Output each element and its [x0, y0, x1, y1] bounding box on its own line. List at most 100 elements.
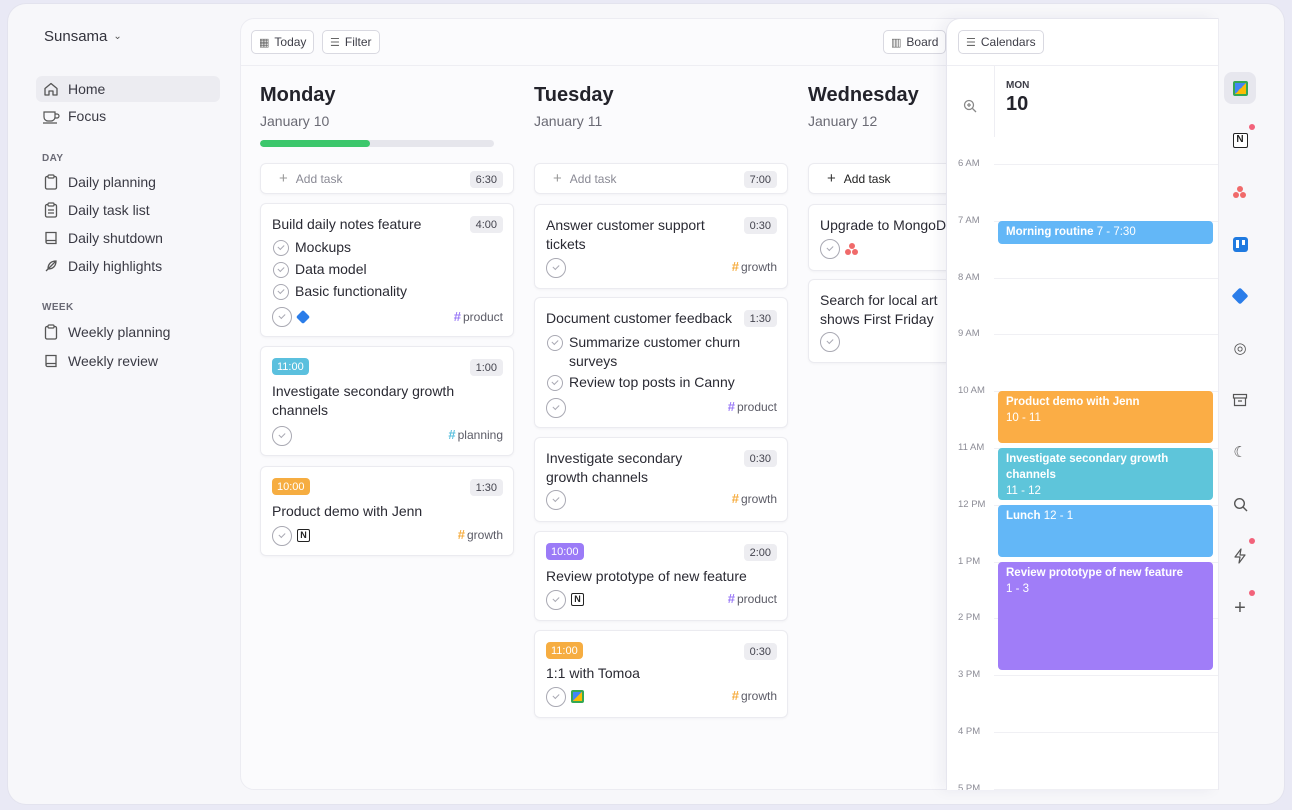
sidebar-item-weekly-review[interactable]: Weekly review: [36, 348, 220, 374]
task-card[interactable]: 11:00 0:30 1:1 with Tomoa # growth: [534, 630, 788, 718]
google-calendar-rail-icon[interactable]: [1224, 72, 1256, 104]
complete-checkbox[interactable]: [272, 526, 292, 546]
channel-tag[interactable]: # product: [728, 591, 777, 606]
today-label: Today: [274, 35, 307, 49]
target-icon[interactable]: ◎: [1233, 340, 1247, 357]
subtask[interactable]: Review top posts in Canny: [547, 373, 735, 392]
day-section-heading: DAY: [42, 153, 64, 164]
calendars-button[interactable]: ☰ Calendars: [958, 30, 1044, 54]
lightning-icon[interactable]: [1224, 540, 1256, 572]
checkbox-icon[interactable]: [547, 374, 563, 391]
complete-checkbox[interactable]: [272, 307, 292, 327]
hour-label: 11 AM: [958, 442, 985, 453]
subtask-label: Data model: [295, 261, 367, 277]
integrations-rail: N ◎ ☾ +: [1218, 18, 1268, 790]
plus-icon: +: [553, 170, 562, 187]
duration-badge: 1:30: [743, 310, 777, 327]
task-card[interactable]: 10:00 2:00 Review prototype of new featu…: [534, 531, 788, 621]
channel-tag[interactable]: # product: [454, 309, 503, 324]
complete-checkbox[interactable]: [546, 398, 566, 418]
archive-icon[interactable]: [1224, 384, 1256, 416]
tag-label: product: [736, 399, 777, 414]
moon-icon[interactable]: ☾: [1233, 444, 1247, 461]
channel-tag[interactable]: # growth: [732, 688, 777, 703]
asana-rail-icon[interactable]: [1224, 176, 1256, 208]
progress-fill: [260, 140, 370, 147]
subtask[interactable]: Data model: [273, 260, 367, 279]
calendar-event[interactable]: Lunch 12 - 1: [998, 504, 1213, 557]
add-task-button[interactable]: + Add task 7:00: [534, 163, 788, 194]
hour-label: 12 PM: [958, 498, 986, 510]
complete-checkbox[interactable]: [546, 590, 566, 610]
checkbox-icon[interactable]: [273, 283, 289, 300]
subtask[interactable]: Mockups: [273, 238, 351, 257]
sidebar-item-label: Home: [68, 81, 106, 97]
calendar-event[interactable]: Morning routine 7 - 7:30: [998, 220, 1213, 245]
subtask[interactable]: Summarize customer churn surveys: [547, 333, 769, 371]
day-date: January 11: [534, 113, 603, 129]
hash-icon: #: [727, 591, 735, 606]
hour-line: [994, 732, 1218, 733]
complete-checkbox[interactable]: [820, 332, 840, 352]
hour-line: [994, 675, 1218, 677]
complete-checkbox[interactable]: [546, 687, 566, 707]
task-card[interactable]: Investigate secondary growth channels 0:…: [534, 437, 788, 522]
task-card[interactable]: Answer customer support tickets 0:30 # gr…: [534, 204, 788, 289]
filter-button[interactable]: ☰ Filter: [322, 30, 380, 54]
checkbox-icon[interactable]: [273, 261, 289, 278]
today-button[interactable]: ▦ Today: [251, 30, 315, 54]
feather-icon: [42, 257, 60, 275]
duration-badge: 0:30: [743, 217, 777, 234]
notion-rail-icon[interactable]: N: [1224, 124, 1256, 156]
complete-checkbox[interactable]: [820, 239, 840, 259]
task-card[interactable]: Build daily notes feature 4:00 Mockups D…: [260, 203, 514, 337]
sidebar-item-daily-task-list[interactable]: Daily task list: [36, 197, 220, 223]
notion-icon: N: [297, 529, 310, 542]
sidebar-item-daily-planning[interactable]: Daily planning: [36, 169, 220, 195]
sidebar-item-daily-shutdown[interactable]: Daily shutdown: [36, 225, 220, 251]
sidebar-item-weekly-planning[interactable]: Weekly planning: [36, 319, 220, 345]
channel-tag[interactable]: # growth: [732, 259, 777, 274]
board-button[interactable]: ▥ Board: [883, 30, 947, 54]
duration-badge: 7:00: [743, 171, 777, 188]
subtask[interactable]: Basic functionality: [273, 282, 407, 301]
calendar-event[interactable]: Product demo with Jenn 10 - 11: [998, 391, 1213, 443]
task-card[interactable]: 10:00 1:30 Product demo with Jenn N # gro…: [260, 466, 514, 556]
channel-tag[interactable]: # growth: [458, 527, 503, 542]
workspace-switcher[interactable]: Sunsama ⌄: [44, 28, 122, 45]
sidebar-item-daily-highlights[interactable]: Daily highlights: [36, 253, 220, 279]
hour-label: 2 PM: [958, 612, 981, 624]
scheduled-time-badge: 11:00: [272, 358, 309, 375]
channel-tag[interactable]: # growth: [732, 491, 777, 506]
search-icon[interactable]: [1224, 488, 1256, 520]
event-time: 10 - 11: [1006, 412, 1041, 425]
complete-checkbox[interactable]: [272, 426, 292, 446]
task-card[interactable]: Document customer feedback 1:30 Summariz…: [534, 297, 788, 428]
sidebar-item-label: Focus: [68, 108, 107, 124]
task-title: 1:1 with Tomoa: [546, 665, 640, 681]
checkbox-icon[interactable]: [273, 239, 289, 256]
hour-line: [994, 334, 1218, 336]
checkbox-icon[interactable]: [547, 335, 563, 351]
jira-rail-icon[interactable]: [1224, 280, 1256, 312]
add-task-button[interactable]: + Add task 6:30: [260, 163, 514, 194]
channel-tag[interactable]: # planning: [448, 427, 503, 442]
add-integration-icon[interactable]: +: [1234, 596, 1246, 619]
sidebar-item-label: Daily highlights: [68, 258, 163, 274]
duration-badge: 1:30: [469, 479, 503, 496]
calendar-panel: ☰ Calendars MON 10 6 AM 7 AM 8 AM 9 AM 10 AM…: [946, 18, 1218, 790]
week-section-heading: WEEK: [42, 302, 74, 313]
home-icon: [42, 80, 60, 98]
complete-checkbox[interactable]: [546, 490, 566, 510]
hour-label: 1 PM: [958, 555, 981, 567]
zoom-in-icon[interactable]: [963, 99, 977, 116]
calendar-event[interactable]: Review prototype of new feature 1 - 3: [998, 561, 1213, 671]
channel-tag[interactable]: # product: [728, 399, 777, 414]
calendar-event[interactable]: Investigate secondary growth channels 11…: [998, 448, 1213, 500]
complete-checkbox[interactable]: [546, 258, 566, 278]
task-card[interactable]: 11:00 1:00 Investigate secondary growth …: [260, 346, 514, 456]
trello-rail-icon[interactable]: [1224, 228, 1256, 260]
calendar-day-number: 10: [1006, 93, 1029, 115]
sidebar-item-home[interactable]: Home: [36, 76, 220, 102]
sidebar-item-focus[interactable]: Focus: [36, 103, 220, 129]
